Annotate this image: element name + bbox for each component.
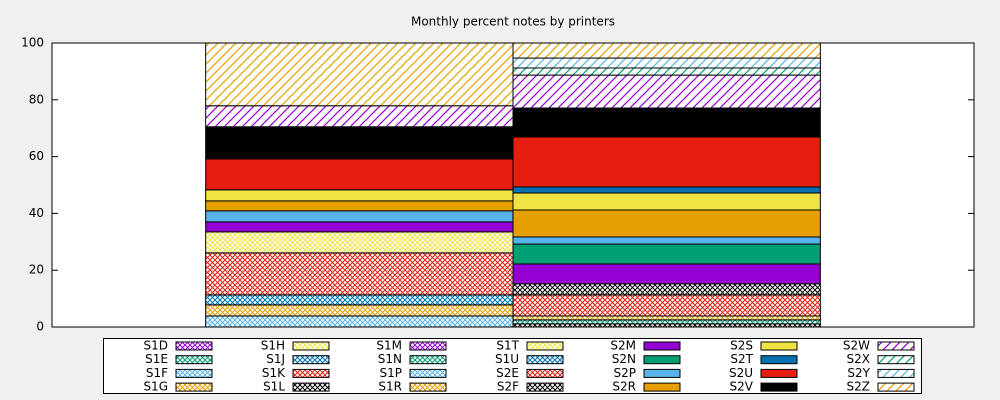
legend-swatch (409, 341, 447, 351)
plot-border (51, 42, 975, 328)
legend-swatch (526, 355, 564, 365)
legend-swatch (877, 368, 915, 378)
bar-segment (205, 304, 514, 317)
legend-label: S2Z (847, 380, 870, 394)
legend-label: S1N (378, 352, 402, 366)
legend-label: S2F (497, 380, 519, 394)
legend-label: S2U (729, 366, 753, 380)
legend-swatch (643, 355, 681, 365)
legend-label: S1K (262, 366, 286, 380)
bar-segment (205, 231, 514, 254)
legend-label: S2M (610, 339, 636, 353)
legend-label: S1H (261, 339, 285, 353)
bar-segment (512, 74, 821, 109)
legend-swatch (643, 368, 681, 378)
legend-swatch (292, 382, 330, 392)
bar-segment (205, 42, 514, 107)
y-tick-label: 100 (21, 36, 44, 50)
legend-swatch (760, 368, 798, 378)
legend-swatch (409, 368, 447, 378)
bar-segment (205, 105, 514, 128)
legend-swatch (409, 355, 447, 365)
bar-segment (512, 263, 821, 285)
legend-swatch (175, 382, 213, 392)
bar-segment (512, 294, 821, 317)
bar-segment (512, 136, 821, 188)
legend-label: S1G (143, 380, 168, 394)
bar-segment (512, 209, 821, 238)
bar-segment (205, 189, 514, 202)
legend-swatch (292, 355, 330, 365)
bar-segment (512, 42, 821, 59)
chart-title: Monthly percent notes by printers (411, 15, 615, 29)
bar-segment (512, 315, 821, 321)
legend-label: S2N (612, 352, 636, 366)
legend-label: S1R (378, 380, 402, 394)
y-tick-label: 0 (36, 320, 44, 334)
bar-segment (205, 294, 514, 306)
legend-label: S2X (847, 352, 870, 366)
legend-label: S2Y (847, 366, 870, 380)
bar-segment (512, 107, 821, 138)
legend-swatch (175, 368, 213, 378)
legend-swatch (292, 368, 330, 378)
bar-segment (205, 200, 514, 212)
bar-segment (512, 67, 821, 76)
bar-segment (512, 192, 821, 211)
bar-segment (512, 243, 821, 265)
bar-segment (512, 236, 821, 245)
legend-swatch (877, 382, 915, 392)
legend-label: S1M (376, 339, 402, 353)
legend-swatch (526, 382, 564, 392)
legend-swatch (409, 382, 447, 392)
legend-swatch (760, 382, 798, 392)
legend-label: S2E (496, 366, 519, 380)
y-tick-label: 60 (29, 149, 44, 163)
legend-swatch (760, 355, 798, 365)
legend-label: S1L (263, 380, 285, 394)
bar-segment (205, 210, 514, 223)
legend-swatch (877, 355, 915, 365)
bar-segment (512, 57, 821, 69)
bar-segment (512, 186, 821, 194)
legend-swatch (175, 355, 213, 365)
legend-label: S1E (145, 352, 168, 366)
legend-swatch (877, 341, 915, 351)
legend-label: S2W (843, 339, 870, 353)
legend-swatch (292, 341, 330, 351)
legend-swatch (760, 341, 798, 351)
bar-segment (205, 315, 514, 328)
legend-label: S1F (146, 366, 168, 380)
bar-segment (205, 221, 514, 233)
legend-swatch (175, 341, 213, 351)
bar-segment (205, 126, 514, 160)
legend-swatch (643, 341, 681, 351)
legend-swatch (526, 368, 564, 378)
legend-label: S1U (495, 352, 519, 366)
bar-segment (205, 252, 514, 296)
bar-segment (512, 283, 821, 296)
bar-segment (512, 319, 821, 325)
y-tick-label: 20 (29, 263, 44, 277)
legend-swatch (643, 382, 681, 392)
legend-label: S2R (612, 380, 636, 394)
bar-segment (205, 158, 514, 191)
legend-label: S2V (730, 380, 754, 394)
legend-label: S2P (614, 366, 637, 380)
legend-label: S1P (380, 366, 403, 380)
legend-label: S1T (496, 339, 519, 353)
y-tick-label: 40 (29, 206, 44, 220)
legend-swatch (526, 341, 564, 351)
legend-label: S1D (144, 339, 169, 353)
y-tick-label: 80 (29, 92, 44, 106)
legend-label: S2T (730, 352, 753, 366)
legend-label: S1J (266, 352, 285, 366)
legend-label: S2S (730, 339, 753, 353)
